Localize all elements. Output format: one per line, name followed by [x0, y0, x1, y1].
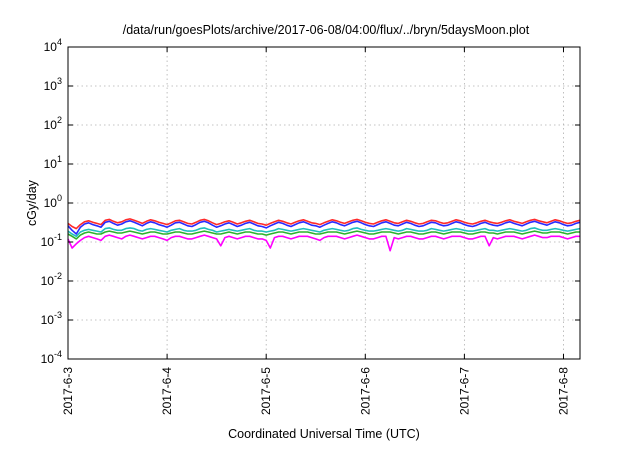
series-line-5 [67, 234, 580, 252]
series-line-3 [67, 227, 581, 238]
y-tick-label: 104 [44, 37, 62, 54]
x-tick-label: 2017-6-8 [556, 367, 570, 415]
x-tick-label: 2017-6-4 [160, 367, 174, 415]
series-layer [67, 218, 581, 252]
y-tick-label: 10-3 [41, 310, 62, 327]
x-tick-label: 2017-6-3 [61, 367, 75, 415]
y-tick-label: 101 [44, 154, 62, 171]
series-line-4 [67, 230, 580, 240]
y-tick-label: 100 [44, 193, 62, 210]
x-axis-ticks: 2017-6-3 2017-6-4 2017-6-5 2017-6-6 2017-6-7… [61, 47, 570, 415]
x-tick-label: 2017-6-7 [457, 367, 471, 415]
series-line-1 [67, 218, 581, 230]
chart-title: /data/run/goesPlots/archive/2017-06-08/0… [123, 23, 530, 37]
grid [67, 47, 580, 359]
x-tick-label: 2017-6-5 [259, 367, 273, 415]
y-tick-label: 102 [44, 115, 62, 132]
y-tick-label: 103 [44, 76, 62, 93]
y-axis-ticks: 10-4 10-3 10-2 10-1 100 101 102 103 104 [41, 37, 580, 366]
y-tick-label: 10-1 [41, 232, 62, 249]
y-tick-label: 10-4 [41, 349, 62, 366]
y-axis-label: cGy/day [25, 179, 39, 226]
x-tick-label: 2017-6-6 [358, 367, 372, 415]
x-axis-label: Coordinated Universal Time (UTC) [228, 427, 420, 441]
series-line-2 [67, 220, 581, 235]
y-tick-label: 10-2 [41, 271, 62, 288]
